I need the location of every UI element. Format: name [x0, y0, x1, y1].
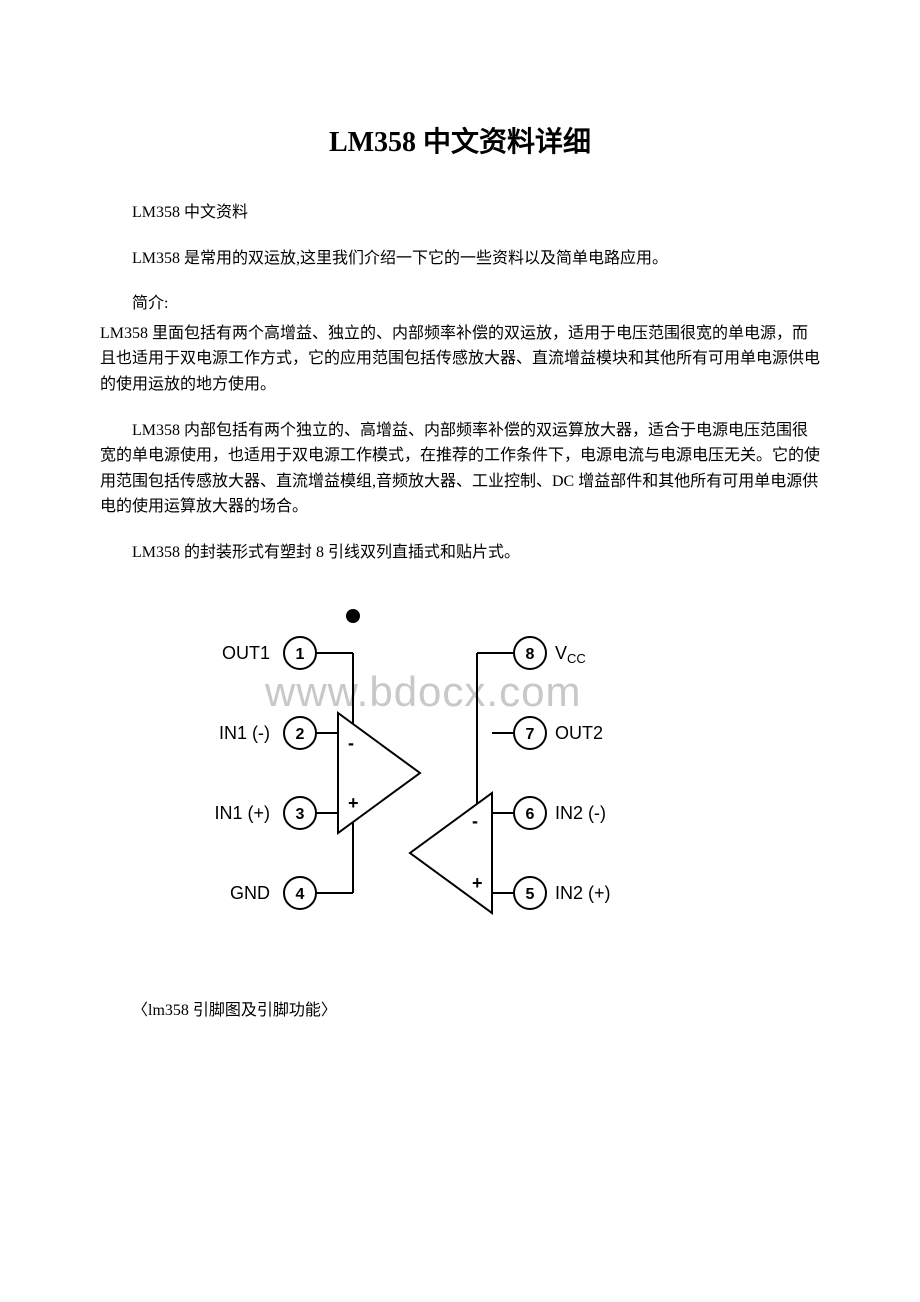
opamp1-plus: +: [348, 793, 359, 813]
pin5-label: IN2 (+): [555, 883, 611, 903]
paragraph-3: LM358 里面包括有两个高增益、独立的、内部频率补偿的双运放，适用于电压范围很…: [100, 321, 820, 398]
page-title: LM358 中文资料详细: [100, 120, 820, 160]
opamp1-minus: -: [348, 733, 354, 753]
paragraph-5: LM358 的封装形式有塑封 8 引线双列直插式和贴片式。: [100, 540, 820, 566]
pin2-num: 2: [296, 726, 305, 743]
pin3-label: IN1 (+): [214, 803, 270, 823]
pin2-label: IN1 (-): [219, 723, 270, 743]
paragraph-2: LM358 是常用的双运放,这里我们介绍一下它的一些资料以及简单电路应用。: [100, 246, 820, 272]
pin7-num: 7: [526, 726, 535, 743]
opamp2-minus: -: [472, 811, 478, 831]
paragraph-4-text: LM358 内部包括有两个独立的、高增益、内部频率补偿的双运算放大器，适合于电源…: [100, 422, 820, 516]
pin7-label: OUT2: [555, 723, 603, 743]
pin8-label: VCC: [555, 643, 586, 666]
pin8-num: 8: [526, 646, 535, 663]
pin4-num: 4: [296, 886, 305, 903]
intro-label: 简介:: [100, 291, 820, 317]
diagram-caption: 〈lm358 引脚图及引脚功能〉: [100, 996, 820, 1020]
pinout-svg: OUT1 1 IN1 (-) 2 IN1 (+) 3 GND 4 8 VCC 7…: [190, 586, 650, 966]
pin3-num: 3: [296, 806, 305, 823]
orientation-dot: [346, 609, 360, 623]
pin5-num: 5: [526, 886, 535, 903]
paragraph-4: LM358 内部包括有两个独立的、高增益、内部频率补偿的双运算放大器，适合于电源…: [100, 418, 820, 520]
opamp1-triangle: [338, 713, 420, 833]
paragraph-1: LM358 中文资料: [100, 200, 820, 226]
pin6-label: IN2 (-): [555, 803, 606, 823]
opamp2-plus: +: [472, 873, 483, 893]
pin6-num: 6: [526, 806, 535, 823]
vcc-sub: CC: [567, 651, 586, 666]
opamp2-triangle: [410, 793, 492, 913]
pinout-diagram: www.bdocx.com OUT1 1 IN1 (-) 2 IN1 (+) 3…: [190, 586, 650, 966]
pin4-label: GND: [230, 883, 270, 903]
pin1-label: OUT1: [222, 643, 270, 663]
pin1-num: 1: [296, 646, 305, 663]
